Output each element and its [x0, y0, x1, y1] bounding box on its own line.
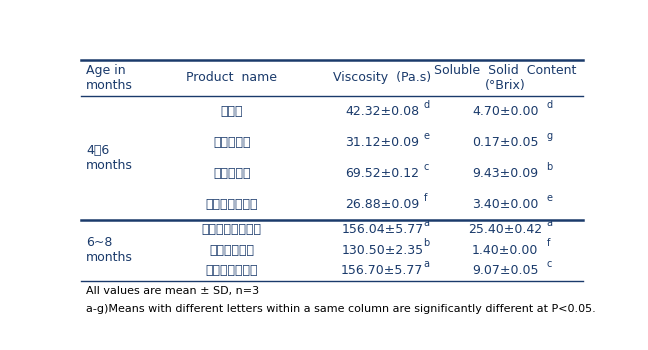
- Text: 9.07±0.05: 9.07±0.05: [472, 264, 538, 277]
- Text: 고구마미음: 고구마미음: [213, 136, 250, 149]
- Text: Soluble  Solid  Content
(°Brix): Soluble Solid Content (°Brix): [434, 64, 577, 92]
- Text: 4.70±0.00: 4.70±0.00: [472, 105, 538, 118]
- Text: 31.12±0.09: 31.12±0.09: [345, 136, 419, 149]
- Text: 수수고구마죽: 수수고구마죽: [209, 244, 254, 257]
- Text: 25.40±0.42: 25.40±0.42: [469, 224, 542, 237]
- Text: 9.43±0.09: 9.43±0.09: [472, 167, 538, 180]
- Text: 130.50±2.35: 130.50±2.35: [341, 244, 423, 257]
- Text: All values are mean ± SD, n=3: All values are mean ± SD, n=3: [86, 286, 259, 296]
- Text: 42.32±0.08: 42.32±0.08: [345, 105, 419, 118]
- Text: e: e: [546, 193, 553, 203]
- Text: a: a: [546, 218, 553, 228]
- Text: 쌍미음: 쌍미음: [220, 105, 243, 118]
- Text: c: c: [424, 162, 429, 172]
- Text: Age in
months: Age in months: [86, 64, 133, 92]
- Text: 156.04±5.77: 156.04±5.77: [341, 224, 423, 237]
- Text: f: f: [546, 238, 550, 248]
- Text: b: b: [424, 238, 430, 248]
- Text: c: c: [546, 259, 552, 269]
- Text: 69.52±0.12: 69.52±0.12: [345, 167, 419, 180]
- Text: 1.40±0.00: 1.40±0.00: [472, 244, 538, 257]
- Text: e: e: [424, 131, 430, 141]
- Text: a: a: [424, 218, 430, 228]
- Text: 156.70±5.77: 156.70±5.77: [341, 264, 424, 277]
- Text: 단호박고구마죽: 단호박고구마죽: [205, 264, 258, 277]
- Text: d: d: [424, 100, 430, 110]
- Text: f: f: [424, 193, 427, 203]
- Text: 자색고구마묻은죽: 자색고구마묻은죽: [202, 224, 262, 237]
- Text: Product  name: Product name: [186, 71, 277, 84]
- Text: 26.88±0.09: 26.88±0.09: [345, 198, 419, 211]
- Text: a: a: [424, 259, 430, 269]
- Text: g: g: [546, 131, 553, 141]
- Text: a-g)Means with different letters within a same column are significantly differen: a-g)Means with different letters within …: [86, 304, 596, 314]
- Text: 6~8
months: 6~8 months: [86, 236, 133, 264]
- Text: d: d: [546, 100, 553, 110]
- Text: 4～6
months: 4～6 months: [86, 144, 133, 172]
- Text: b: b: [546, 162, 553, 172]
- Text: 고구마수수미음: 고구마수수미음: [205, 198, 258, 211]
- Text: 0.17±0.05: 0.17±0.05: [472, 136, 538, 149]
- Text: 고구마미음: 고구마미음: [213, 167, 250, 180]
- Text: 3.40±0.00: 3.40±0.00: [472, 198, 538, 211]
- Text: Viscosity  (Pa.s): Viscosity (Pa.s): [333, 71, 432, 84]
